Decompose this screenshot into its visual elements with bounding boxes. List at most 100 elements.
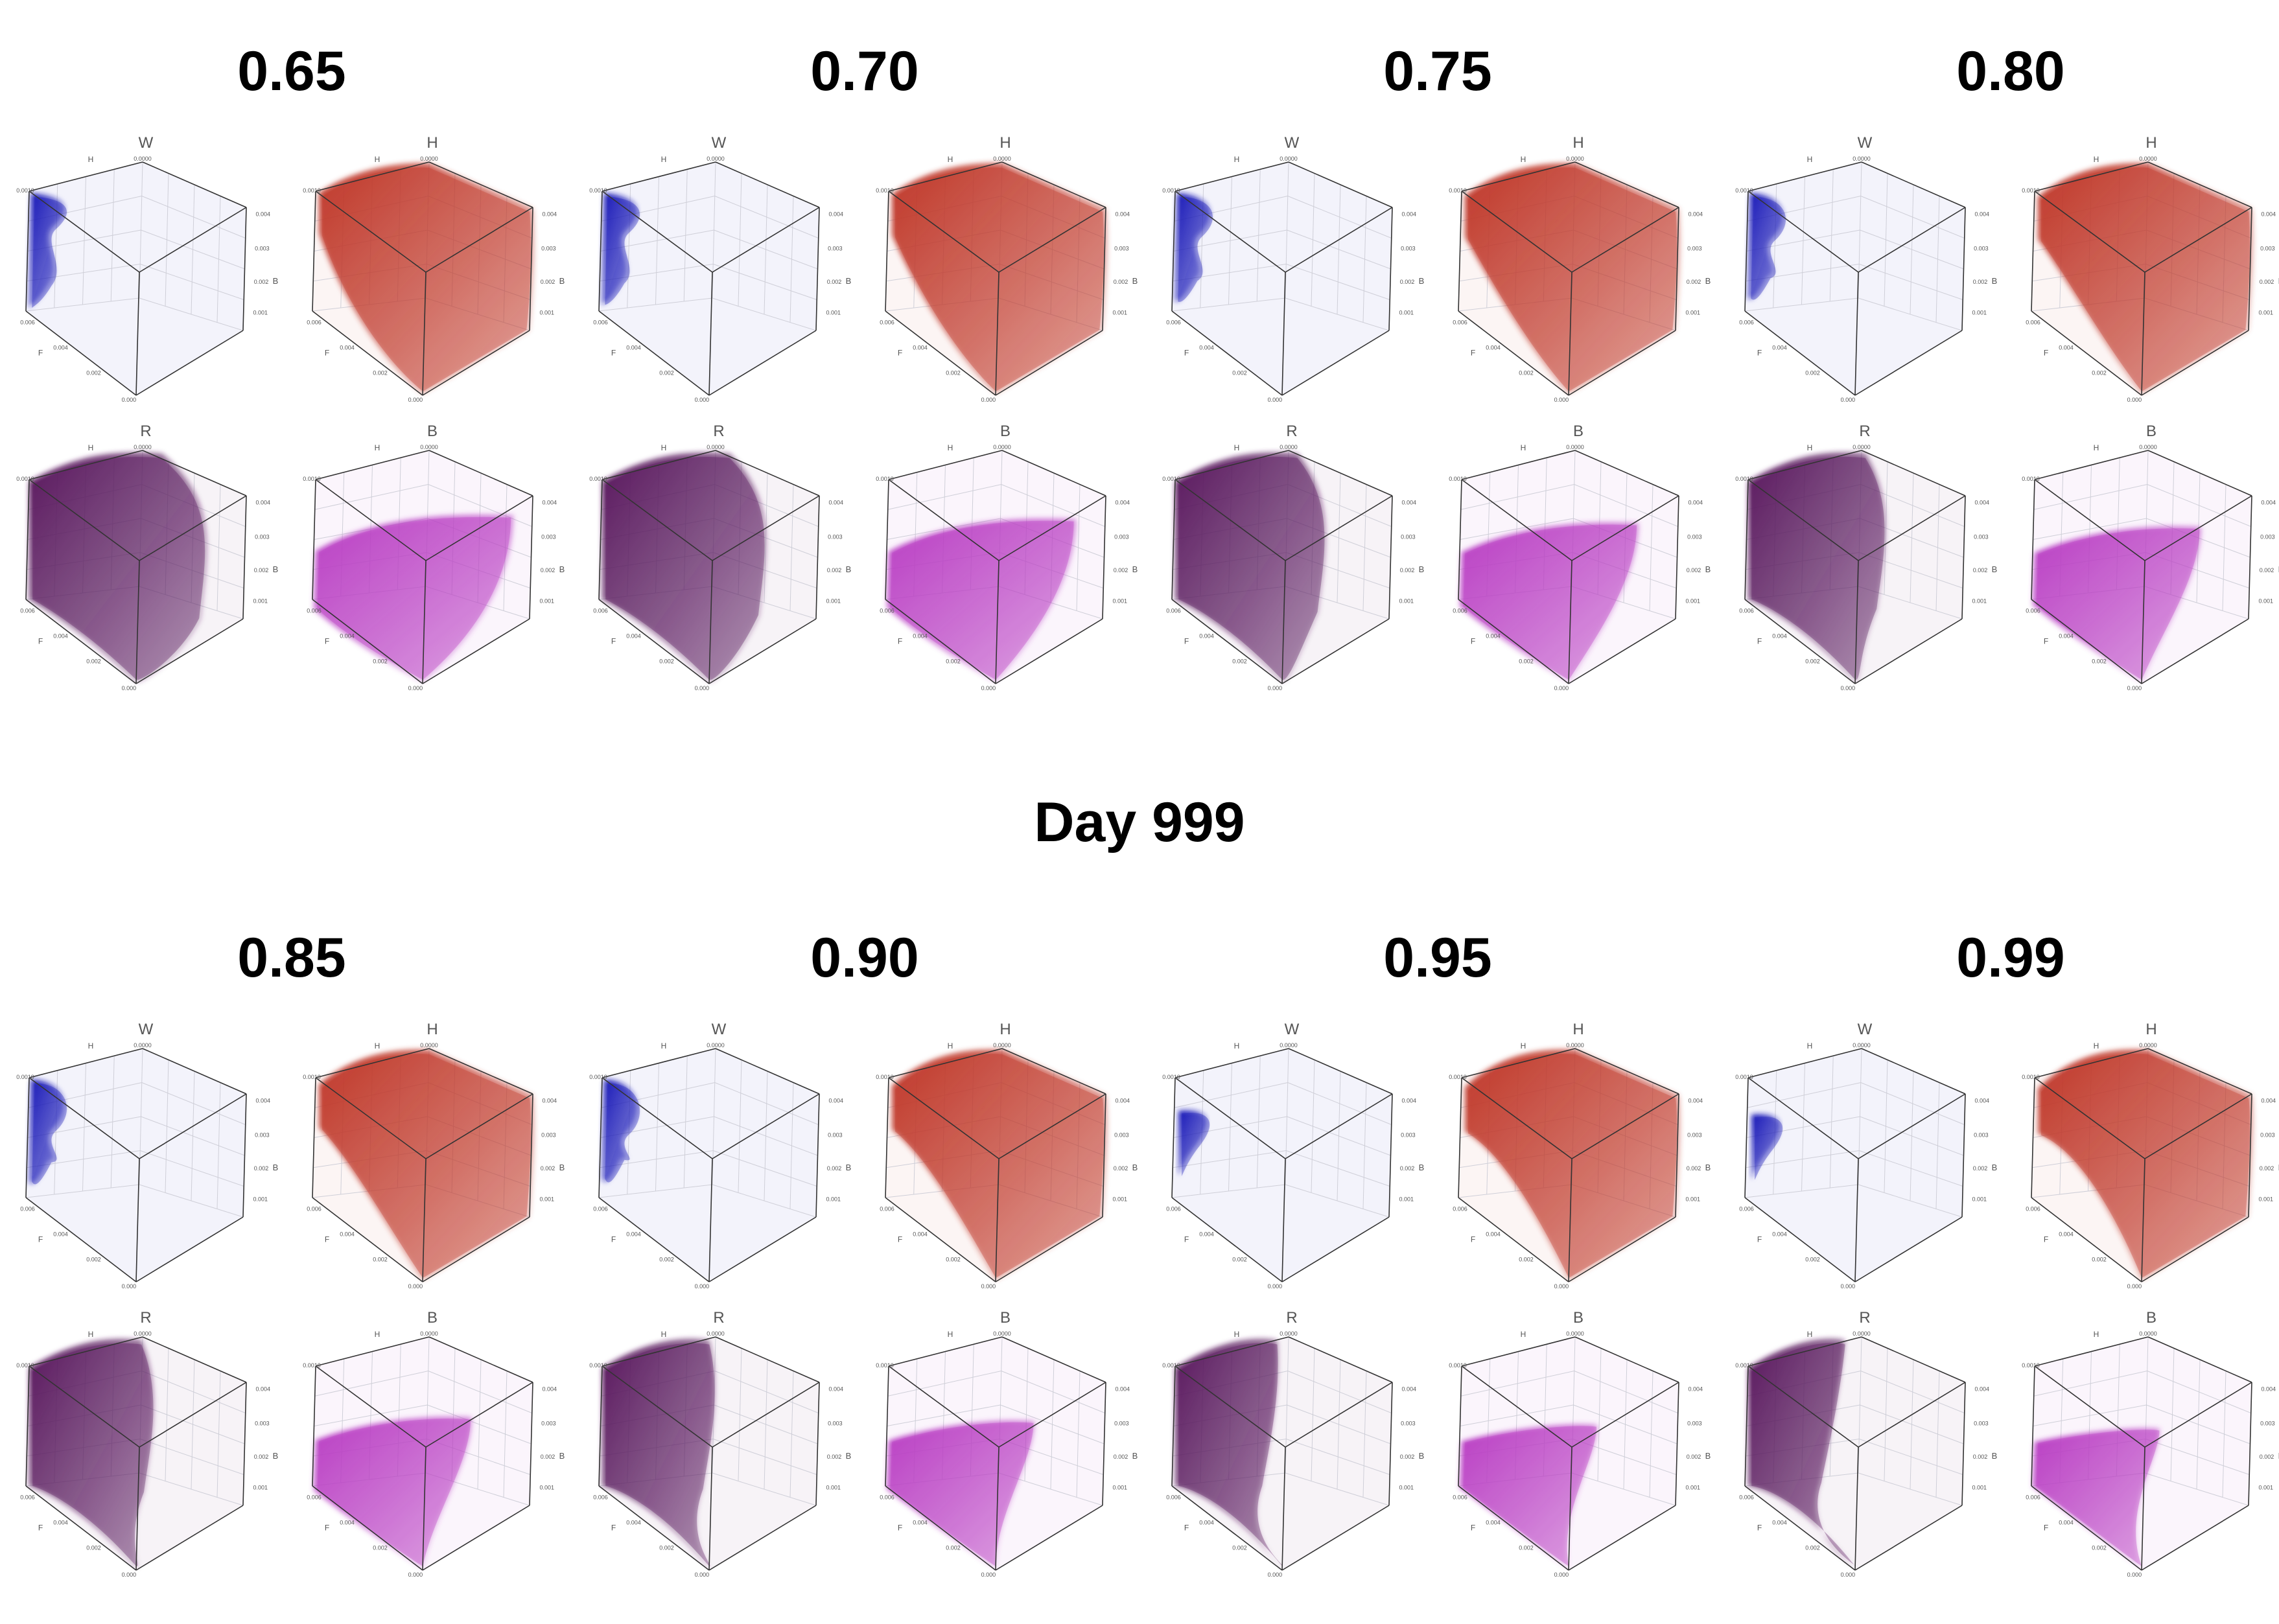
axis-label-b: B bbox=[1132, 1451, 1138, 1461]
tick-h-left: 0.0010 bbox=[876, 187, 894, 194]
tick-f-a: 0.006 bbox=[20, 1494, 35, 1501]
tick-h-left: 0.0010 bbox=[876, 1074, 894, 1080]
tick-b-b: 0.003 bbox=[828, 534, 843, 540]
tick-f-c: 0.002 bbox=[1805, 1545, 1820, 1551]
tick-b-c: 0.002 bbox=[1114, 567, 1128, 574]
tick-b-b: 0.003 bbox=[541, 1132, 556, 1139]
cube-edges bbox=[2031, 1048, 2252, 1282]
tick-b-c: 0.002 bbox=[1687, 1454, 1701, 1460]
tick-b-c: 0.002 bbox=[827, 279, 842, 285]
tick-b-b: 0.003 bbox=[541, 534, 556, 540]
tick-h-left: 0.0010 bbox=[1449, 1362, 1467, 1369]
tick-f-a: 0.006 bbox=[20, 608, 35, 614]
tick-h-top: 0.0000 bbox=[1852, 1042, 1871, 1049]
axis-label-f: F bbox=[1184, 1524, 1189, 1533]
volume-blob-w bbox=[29, 1080, 65, 1184]
tick-b-b: 0.003 bbox=[1687, 1132, 1702, 1139]
volume-blob-r bbox=[1748, 1338, 1856, 1570]
tick-f-c: 0.002 bbox=[1232, 1257, 1247, 1263]
tick-b-b: 0.003 bbox=[1974, 1421, 1989, 1427]
tick-b-d: 0.001 bbox=[2258, 310, 2273, 316]
tick-f-b: 0.004 bbox=[626, 633, 641, 640]
variable-label: H bbox=[2145, 1021, 2156, 1038]
tick-b-d: 0.001 bbox=[1685, 1196, 1700, 1203]
tick-f-d: 0.000 bbox=[695, 685, 710, 691]
axis-label-f: F bbox=[38, 349, 43, 358]
tick-f-a: 0.006 bbox=[1739, 1206, 1754, 1212]
tick-b-b: 0.003 bbox=[1687, 534, 1702, 540]
volume-blob-core bbox=[605, 457, 765, 680]
cube-plot: H 0.0000 0.0010 H 0.006 0.004 0.002 0.000 F 0.004… bbox=[876, 1021, 1138, 1290]
tick-f-a: 0.006 bbox=[880, 319, 894, 326]
tick-f-b: 0.004 bbox=[340, 345, 355, 351]
group-label: 0.99 bbox=[1956, 927, 2065, 989]
tick-b-c: 0.002 bbox=[254, 1165, 269, 1172]
group-label: 0.70 bbox=[810, 40, 919, 102]
tick-f-b: 0.004 bbox=[1772, 345, 1787, 351]
group-label: 0.75 bbox=[1383, 40, 1492, 102]
tick-f-c: 0.002 bbox=[1519, 370, 1534, 377]
tick-b-c: 0.002 bbox=[2260, 1454, 2274, 1460]
variable-label: R bbox=[1859, 1309, 1870, 1327]
volume-blob-core bbox=[1178, 456, 1325, 680]
cube-plot: R 0.0000 0.0010 H 0.006 0.004 0.002 0.000 F 0.004… bbox=[1735, 1309, 1997, 1578]
axis-label-b: B bbox=[2278, 1163, 2279, 1172]
tick-f-b: 0.004 bbox=[1772, 633, 1787, 640]
tick-b-a: 0.004 bbox=[1974, 211, 1989, 218]
axis-label-b: B bbox=[273, 276, 279, 286]
tick-f-c: 0.002 bbox=[1805, 370, 1820, 377]
cube-panel-r: R 0.0000 0.0010 H 0.006 0.004 0.002 0.000 F 0.004… bbox=[1159, 423, 1431, 697]
tick-h-left: 0.0010 bbox=[303, 1074, 321, 1080]
tick-f-c: 0.002 bbox=[946, 1257, 961, 1263]
variable-label: W bbox=[1858, 134, 1873, 152]
cube-panel-b: B 0.0000 0.0010 H 0.006 0.004 0.002 0.000 F 0.004… bbox=[1445, 1309, 1718, 1583]
tick-b-a: 0.004 bbox=[1115, 1098, 1130, 1104]
axis-label-h: H bbox=[948, 443, 953, 452]
tick-f-a: 0.006 bbox=[307, 608, 321, 614]
axis-label-f: F bbox=[325, 1235, 329, 1244]
cube-edges bbox=[2031, 450, 2252, 684]
tick-b-c: 0.002 bbox=[2260, 567, 2274, 574]
tick-b-b: 0.003 bbox=[255, 246, 270, 252]
tick-f-c: 0.002 bbox=[659, 370, 674, 377]
cube-grid bbox=[1171, 1048, 1392, 1218]
volume-blob-core bbox=[605, 1343, 715, 1567]
volume-blob-b bbox=[887, 518, 1076, 682]
volume-blob-core bbox=[2036, 1430, 2160, 1567]
tick-h-top: 0.0000 bbox=[993, 1330, 1011, 1337]
volume-blob-b bbox=[1460, 522, 1639, 682]
tick-b-a: 0.004 bbox=[1688, 211, 1703, 218]
axis-label-f: F bbox=[2044, 349, 2048, 358]
cube-edges bbox=[312, 1048, 533, 1282]
tick-f-b: 0.004 bbox=[626, 1520, 641, 1526]
cube-haze bbox=[1745, 162, 1965, 395]
variable-label: B bbox=[1573, 1309, 1584, 1327]
axis-label-b: B bbox=[273, 564, 279, 574]
cube-plot: B 0.0000 0.0010 H 0.006 0.004 0.002 0.000 F 0.004… bbox=[876, 423, 1138, 691]
tick-h-top: 0.0000 bbox=[707, 156, 725, 162]
tick-f-c: 0.002 bbox=[373, 1257, 388, 1263]
volume-blob-core bbox=[605, 196, 640, 305]
tick-f-a: 0.006 bbox=[2026, 608, 2040, 614]
tick-f-a: 0.006 bbox=[2026, 1206, 2040, 1212]
cube-panel-r: R 0.0000 0.0010 H 0.006 0.004 0.002 0.000 F 0.004… bbox=[13, 423, 285, 697]
tick-h-left: 0.0010 bbox=[1735, 1074, 1753, 1080]
tick-f-b: 0.004 bbox=[1772, 1520, 1787, 1526]
tick-b-d: 0.001 bbox=[539, 1485, 554, 1491]
axis-label-f: F bbox=[898, 637, 902, 646]
volume-blob-core bbox=[322, 167, 532, 392]
volume-blob-core bbox=[2041, 167, 2250, 392]
axis-label-b: B bbox=[846, 276, 852, 286]
axis-label-f: F bbox=[898, 349, 902, 358]
tick-h-left: 0.0010 bbox=[1449, 187, 1467, 194]
tick-b-a: 0.004 bbox=[2261, 1098, 2276, 1104]
axis-label-h: H bbox=[948, 1330, 953, 1339]
tick-f-b: 0.004 bbox=[53, 633, 68, 640]
tick-f-a: 0.006 bbox=[880, 1206, 894, 1212]
axis-label-f: F bbox=[898, 1235, 902, 1244]
cube-plot: W 0.0000 0.0010 H 0.006 0.004 0.002 0.000 F 0.004… bbox=[1735, 134, 1997, 403]
volume-blob-core bbox=[32, 1083, 67, 1185]
tick-f-b: 0.004 bbox=[53, 345, 68, 351]
tick-f-a: 0.006 bbox=[593, 1206, 608, 1212]
variable-label: W bbox=[1858, 1021, 1873, 1038]
